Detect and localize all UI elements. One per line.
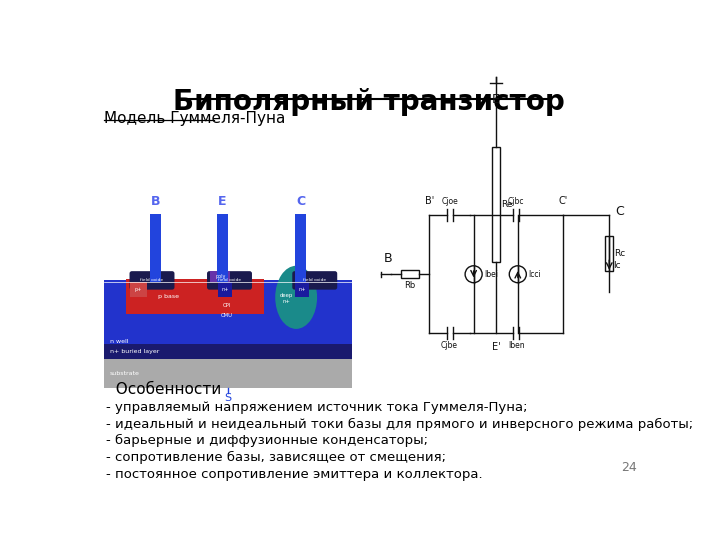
FancyBboxPatch shape: [104, 343, 352, 359]
Text: Ibei: Ibei: [485, 270, 498, 279]
Text: S: S: [225, 393, 232, 403]
Text: Re: Re: [502, 200, 513, 210]
FancyBboxPatch shape: [295, 214, 306, 282]
Text: Cjbc: Cjbc: [508, 198, 524, 206]
FancyBboxPatch shape: [104, 280, 352, 343]
Text: - идеальный и неидеальный токи базы для прямого и инверсного режима работы;: - идеальный и неидеальный токи базы для …: [106, 417, 693, 430]
Text: field oxide: field oxide: [218, 279, 241, 282]
Text: Особенности: Особенности: [106, 382, 221, 397]
Text: n+: n+: [299, 287, 306, 292]
Text: Iben: Iben: [508, 341, 525, 350]
Text: - постоянное сопротивление эмиттера и коллектора.: - постоянное сопротивление эмиттера и ко…: [106, 468, 482, 481]
Text: Icci: Icci: [528, 270, 541, 279]
Text: C': C': [558, 195, 567, 206]
Text: B: B: [383, 252, 392, 265]
Text: Ic: Ic: [613, 260, 621, 269]
FancyBboxPatch shape: [126, 279, 264, 314]
Text: field oxide: field oxide: [140, 279, 163, 282]
Text: - барьерные и диффузионные конденсаторы;: - барьерные и диффузионные конденсаторы;: [106, 434, 428, 448]
Text: field oxide: field oxide: [303, 279, 326, 282]
FancyBboxPatch shape: [492, 147, 500, 262]
Text: n+: n+: [221, 287, 228, 292]
Text: E': E': [492, 342, 500, 352]
FancyBboxPatch shape: [207, 271, 252, 289]
FancyBboxPatch shape: [130, 271, 174, 289]
FancyBboxPatch shape: [218, 282, 232, 298]
FancyBboxPatch shape: [292, 271, 337, 289]
Text: deep
n+: deep n+: [280, 293, 294, 304]
FancyBboxPatch shape: [606, 236, 613, 271]
Ellipse shape: [275, 266, 317, 329]
Text: poly: poly: [215, 274, 225, 279]
FancyBboxPatch shape: [104, 359, 352, 388]
Text: n+ buried layer: n+ buried layer: [110, 349, 160, 354]
FancyBboxPatch shape: [401, 271, 419, 278]
Text: n well: n well: [110, 339, 129, 344]
Text: Cjbe: Cjbe: [441, 341, 458, 350]
Text: Cjoe: Cjoe: [441, 198, 458, 206]
Text: - управляемый напряжением источник тока Гуммеля-Пуна;: - управляемый напряжением источник тока …: [106, 401, 527, 414]
Text: C: C: [296, 195, 305, 208]
FancyBboxPatch shape: [217, 214, 228, 282]
Text: 24: 24: [621, 462, 636, 475]
Text: - сопротивление базы, зависящее от смещения;: - сопротивление базы, зависящее от смеще…: [106, 451, 446, 464]
Text: CMU: CMU: [220, 313, 233, 318]
Text: Rb: Rb: [405, 281, 415, 290]
Text: E: E: [218, 195, 227, 208]
FancyBboxPatch shape: [130, 282, 147, 298]
Text: p base: p base: [158, 294, 179, 299]
Text: B: B: [151, 195, 161, 208]
Text: Биполярный транзистор: Биполярный транзистор: [173, 88, 565, 116]
Text: B': B': [425, 195, 434, 206]
Text: substrate: substrate: [110, 371, 140, 376]
Text: C: C: [616, 205, 624, 218]
Text: Rc: Rc: [614, 249, 625, 258]
FancyBboxPatch shape: [210, 271, 230, 282]
FancyBboxPatch shape: [295, 282, 310, 298]
Text: p+: p+: [135, 287, 142, 292]
FancyBboxPatch shape: [150, 214, 161, 282]
Text: Модель Гуммеля-Пуна: Модель Гуммеля-Пуна: [104, 111, 285, 126]
Text: E: E: [492, 92, 500, 105]
Text: CPI: CPI: [222, 302, 230, 308]
